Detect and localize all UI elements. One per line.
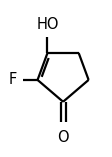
Text: F: F bbox=[9, 72, 17, 87]
Text: HO: HO bbox=[36, 17, 59, 32]
Text: O: O bbox=[57, 130, 69, 145]
